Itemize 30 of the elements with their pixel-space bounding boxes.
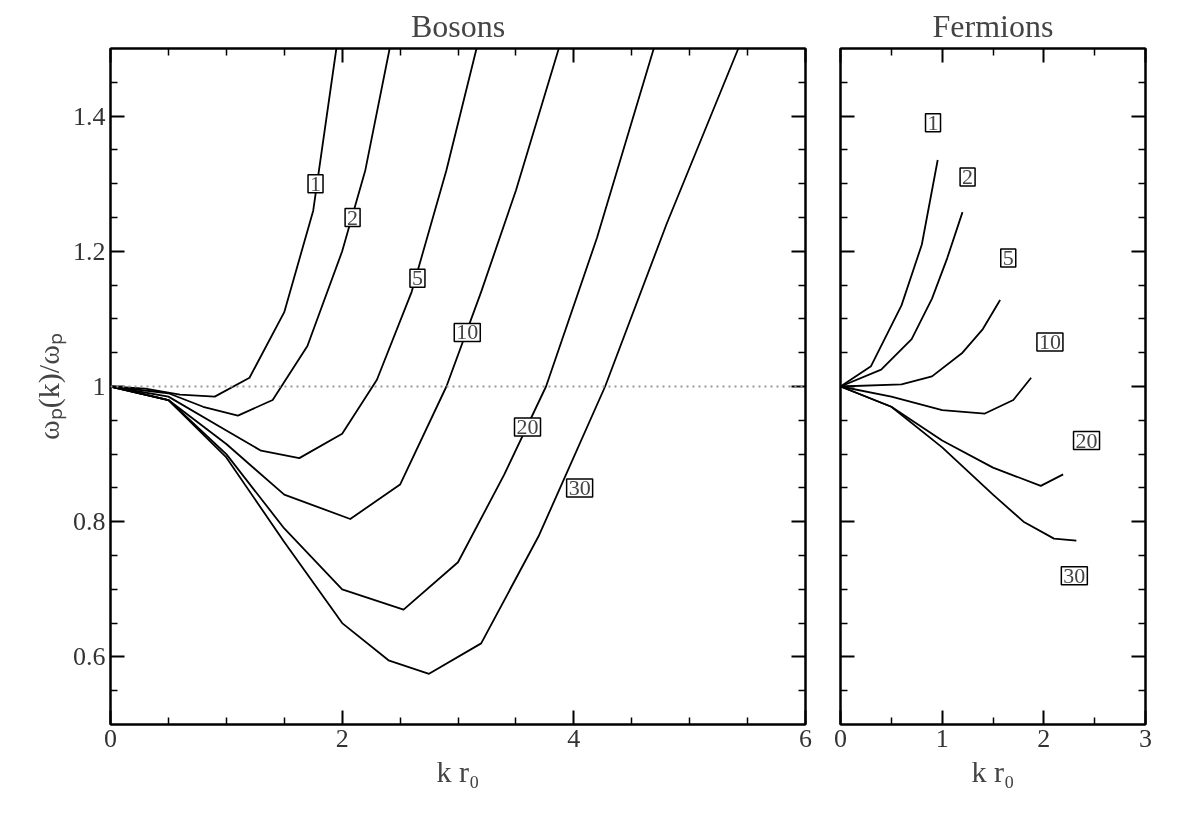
annotation: 5 — [411, 265, 423, 291]
chart-title: Fermions — [932, 7, 1054, 44]
annotation: 2 — [962, 163, 974, 189]
annotation: 1 — [927, 109, 939, 135]
chart-title: Bosons — [410, 7, 506, 44]
annotation: 20 — [1075, 427, 1098, 453]
annotation: 5 — [1002, 245, 1014, 271]
x-tick-label: 2 — [1037, 723, 1051, 753]
annotation: 10 — [456, 319, 479, 345]
x-tick-label: 3 — [1139, 723, 1152, 753]
y-tick-label: 0.8 — [73, 507, 106, 537]
x-axis-title: k r₀ — [436, 754, 480, 788]
y-tick-label: 1.2 — [73, 236, 106, 266]
x-tick-label: 1 — [935, 723, 949, 753]
x-tick-label: 2 — [335, 723, 349, 753]
y-tick-label: 1 — [92, 372, 106, 401]
y-tick-label: 1.4 — [73, 101, 106, 131]
annotation: 2 — [347, 204, 359, 230]
y-axis-title: ωₚ(k)/ωₚ — [32, 333, 67, 440]
annotation: 30 — [568, 474, 591, 500]
x-tick-label: 6 — [799, 723, 812, 753]
y-tick-label: 0.6 — [73, 642, 106, 672]
annotation: 20 — [516, 414, 539, 440]
x-tick-label: 4 — [567, 723, 581, 753]
annotation: 10 — [1038, 328, 1061, 354]
annotation: 30 — [1063, 562, 1086, 588]
x-axis-title: k r₀ — [971, 754, 1015, 788]
x-tick-label: 0 — [104, 723, 117, 753]
x-tick-label: 0 — [834, 723, 847, 753]
annotation: 1 — [310, 170, 322, 196]
